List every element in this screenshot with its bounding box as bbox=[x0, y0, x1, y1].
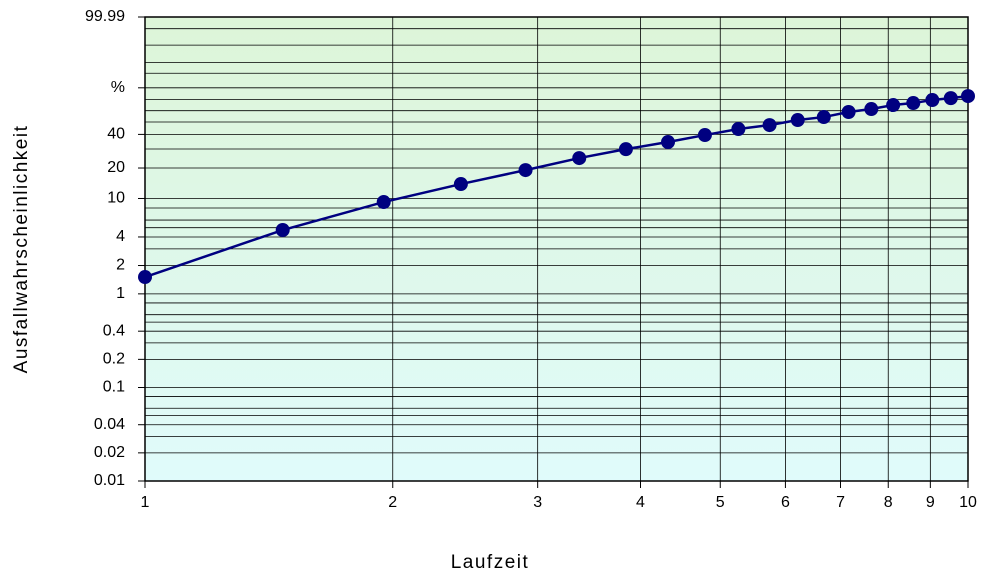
data-point bbox=[518, 163, 533, 178]
plot-frame bbox=[144, 16, 969, 482]
data-point bbox=[661, 135, 676, 150]
data-point bbox=[816, 110, 831, 125]
y-tick-label: 0.04 bbox=[94, 416, 125, 433]
x-tick-label: 5 bbox=[716, 494, 725, 511]
x-tick-label: 7 bbox=[836, 494, 845, 511]
y-tick-label: 0.1 bbox=[103, 379, 125, 396]
data-point bbox=[618, 142, 633, 157]
y-tick-label: 99.99 bbox=[85, 8, 125, 25]
data-point bbox=[841, 105, 856, 120]
y-tick-label: 0.2 bbox=[103, 351, 125, 368]
data-point bbox=[961, 89, 975, 104]
x-tick-label: 4 bbox=[636, 494, 645, 511]
y-tick-label: 10 bbox=[107, 190, 125, 207]
y-tick-label: 1 bbox=[116, 285, 125, 302]
data-point bbox=[762, 118, 777, 133]
data-point bbox=[376, 195, 391, 210]
y-tick-label: 0.02 bbox=[94, 444, 125, 461]
y-tick-label: 0.4 bbox=[103, 322, 125, 339]
data-point bbox=[925, 93, 940, 108]
y-tick-label: 4 bbox=[116, 228, 125, 245]
data-point bbox=[731, 122, 746, 137]
data-point bbox=[864, 102, 879, 117]
data-point bbox=[906, 96, 921, 111]
x-tick-label: 10 bbox=[959, 494, 977, 511]
y-axis-label: Ausfallwahrscheinlichkeit bbox=[11, 125, 32, 374]
x-tick-label: 2 bbox=[388, 494, 397, 511]
data-point bbox=[886, 98, 901, 113]
x-tick-label: 1 bbox=[141, 494, 150, 511]
data-point bbox=[138, 270, 152, 285]
y-tick-label: 0.01 bbox=[94, 472, 125, 489]
x-axis-label: Laufzeit bbox=[451, 552, 530, 573]
data-point bbox=[790, 113, 805, 128]
data-point bbox=[572, 151, 587, 166]
y-tick-label: 2 bbox=[116, 257, 125, 274]
data-point bbox=[943, 91, 958, 106]
y-tick-label: 40 bbox=[107, 126, 125, 143]
y-tick-label: 20 bbox=[107, 159, 125, 176]
y-tick-label: % bbox=[111, 79, 125, 96]
data-point bbox=[697, 128, 712, 143]
x-tick-label: 9 bbox=[926, 494, 935, 511]
x-tick-label: 8 bbox=[884, 494, 893, 511]
data-point bbox=[275, 223, 290, 238]
data-point bbox=[453, 177, 468, 192]
x-tick-label: 3 bbox=[533, 494, 542, 511]
x-tick-label: 6 bbox=[781, 494, 790, 511]
